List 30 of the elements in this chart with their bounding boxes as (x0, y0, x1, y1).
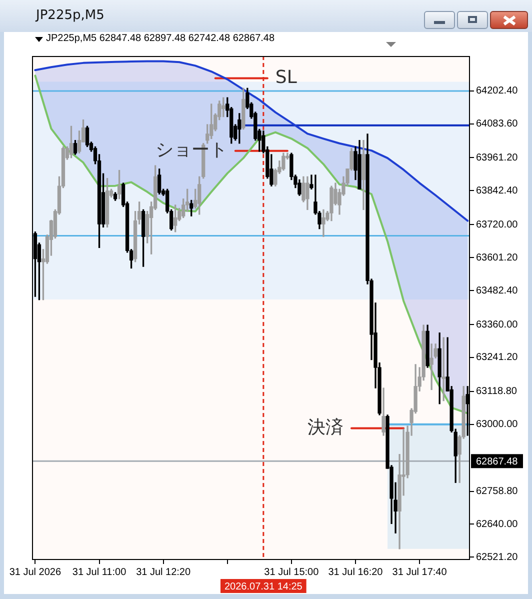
y-tick-label: 62758.80 (476, 486, 518, 498)
annotation: ショート (155, 140, 228, 161)
candlestick (322, 209, 326, 237)
chart-title: JP225p,M5 (36, 8, 104, 23)
y-tick-label: 62640.00 (476, 518, 518, 530)
y-tick-label: 63118.80 (476, 386, 518, 398)
x-tick-label: 31 Jul 15:00 (264, 566, 320, 578)
annotation: SL (275, 66, 297, 88)
y-tick-label: 64083.60 (476, 118, 518, 130)
ref-line-label: 62867.48 (476, 456, 518, 468)
y-tick-label: 63360.00 (476, 319, 518, 330)
y-tick-label: 63482.40 (476, 285, 518, 296)
annotation: 決済 (307, 416, 344, 438)
y-tick-label: 63720.00 (476, 219, 518, 230)
y-tick-label: 62521.20 (476, 552, 518, 563)
y-tick-label: 64202.40 (476, 86, 518, 97)
chart-subtitle: JP225p,M5 62847.48 62897.48 62742.48 62867.48 (46, 33, 275, 45)
candlestick (442, 337, 446, 402)
y-tick-label: 63961.20 (476, 152, 518, 164)
y-tick-label: 63842.40 (476, 185, 518, 196)
x-tick-label: 31 Jul 17:40 (392, 566, 448, 578)
x-tick-label: 31 Jul 11:00 (72, 566, 127, 578)
candlestick (430, 344, 434, 390)
x-tick-label: 31 Jul 12:20 (136, 566, 191, 578)
y-tick-label: 63601.20 (476, 252, 518, 264)
ref-line-label: 2026.07.31 14:25 (224, 581, 303, 592)
x-tick-label: 31 Jul 2026 (9, 566, 62, 578)
x-tick-label: 31 Jul 16:20 (328, 566, 384, 578)
y-tick-label: 63241.20 (476, 352, 518, 364)
y-tick-label: 63000.00 (476, 419, 518, 430)
